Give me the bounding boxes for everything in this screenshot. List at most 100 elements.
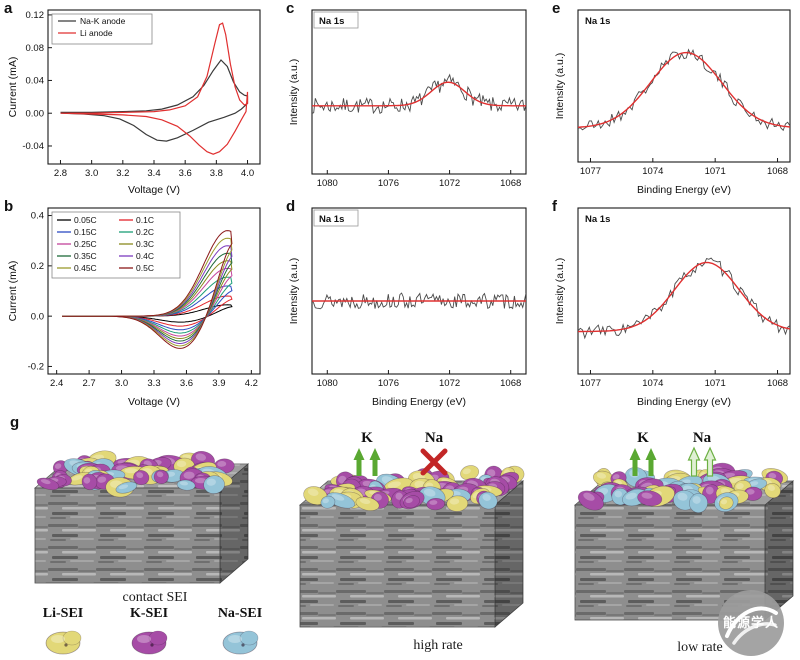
svg-text:0.35C: 0.35C <box>74 251 97 261</box>
panel-e-chart: 1077 1074 1071 1068 Binding Energy (eV) Inten… <box>548 2 798 198</box>
svg-text:Na 1s: Na 1s <box>585 16 610 27</box>
na-label-high-rate: Na <box>424 430 444 446</box>
panel-a-chart: 2.8 3.0 3.2 3.4 3.6 3.8 4.0 -0.04 0.00 0.04 0.08 0.… <box>2 2 270 198</box>
svg-text:Na-K anode: Na-K anode <box>80 16 126 26</box>
svg-text:4.2: 4.2 <box>245 378 258 389</box>
legend-blob-icon <box>222 630 259 655</box>
watermark-text: 能源学人 <box>722 616 779 631</box>
svg-text:0.5C: 0.5C <box>136 263 154 273</box>
caption-high-rate: high rate <box>413 638 463 653</box>
panel-label-b: b <box>4 198 14 215</box>
svg-text:2.4: 2.4 <box>50 378 63 389</box>
svg-text:1068: 1068 <box>500 378 521 389</box>
svg-text:1077: 1077 <box>580 166 601 177</box>
svg-text:1077: 1077 <box>580 378 601 389</box>
up-arrow-icon <box>687 446 701 477</box>
up-arrow-icon <box>369 448 381 476</box>
na-label-low-rate: Na <box>692 430 712 446</box>
svg-text:0.15C: 0.15C <box>74 227 97 237</box>
svg-text:Binding Energy (eV): Binding Energy (eV) <box>637 396 731 408</box>
svg-text:Intensity (a.u.): Intensity (a.u.) <box>288 258 300 325</box>
svg-text:0.00: 0.00 <box>26 108 45 119</box>
red-x-icon <box>420 448 448 476</box>
svg-text:Voltage (V): Voltage (V) <box>128 184 180 196</box>
svg-text:Voltage (V): Voltage (V) <box>128 396 180 408</box>
watermark-circle-icon <box>718 590 784 656</box>
svg-text:1074: 1074 <box>642 378 663 389</box>
svg-text:3.4: 3.4 <box>147 168 160 179</box>
svg-text:Na 1s: Na 1s <box>319 214 344 225</box>
svg-text:Binding Energy (eV): Binding Energy (eV) <box>372 396 466 408</box>
svg-text:3.8: 3.8 <box>210 168 223 179</box>
svg-text:Current (mA): Current (mA) <box>7 57 19 118</box>
panel-label-a: a <box>4 0 13 17</box>
svg-text:4.0: 4.0 <box>241 168 254 179</box>
sei-cluster <box>36 450 235 498</box>
svg-text:Na 1s: Na 1s <box>319 16 344 27</box>
panel-label-g: g <box>10 414 20 431</box>
up-arrow-icon <box>645 448 657 476</box>
svg-text:-0.04: -0.04 <box>22 141 44 152</box>
svg-text:3.0: 3.0 <box>115 378 128 389</box>
svg-text:0.1C: 0.1C <box>136 215 154 225</box>
svg-text:1074: 1074 <box>642 166 663 177</box>
svg-text:0.0: 0.0 <box>31 311 44 322</box>
svg-text:0.12: 0.12 <box>26 10 45 21</box>
svg-text:0.45C: 0.45C <box>74 263 97 273</box>
svg-text:3.3: 3.3 <box>147 378 160 389</box>
legend-blob-icon <box>45 630 82 655</box>
panel-label-d: d <box>286 198 296 215</box>
legend-label-na-sei: Na-SEI <box>217 606 263 621</box>
svg-text:Current (mA): Current (mA) <box>7 261 19 322</box>
panel-b-chart: 2.4 2.7 3.0 3.3 3.6 3.9 4.2 -0.2 0.0 0.2 0.4 Voltag… <box>2 200 270 410</box>
panel-label-f: f <box>552 198 557 215</box>
svg-text:Intensity (a.u.): Intensity (a.u.) <box>554 258 566 325</box>
panel-label-c: c <box>286 0 295 17</box>
svg-text:0.04: 0.04 <box>26 76 45 87</box>
legend-blob-icon <box>131 630 168 655</box>
svg-text:Na 1s: Na 1s <box>585 214 610 225</box>
svg-text:1072: 1072 <box>439 178 460 189</box>
watermark-logo: 能源学人 <box>714 586 788 660</box>
svg-text:1068: 1068 <box>767 166 788 177</box>
svg-text:Binding Energy (eV): Binding Energy (eV) <box>637 184 731 196</box>
sei-cluster <box>303 465 525 512</box>
svg-text:3.6: 3.6 <box>180 378 193 389</box>
legend-label-li-sei: Li-SEI <box>42 606 84 621</box>
panel-d-chart: 1080 1076 1072 1068 Binding Energy (eV) Inten… <box>282 200 534 410</box>
svg-text:2.8: 2.8 <box>54 168 67 179</box>
svg-text:1072: 1072 <box>439 378 460 389</box>
up-arrow-icon <box>703 446 717 477</box>
svg-text:1071: 1071 <box>705 378 726 389</box>
svg-text:Intensity (a.u.): Intensity (a.u.) <box>288 59 300 126</box>
svg-text:3.0: 3.0 <box>85 168 98 179</box>
k-label-high-rate: K <box>361 430 373 446</box>
svg-text:Li anode: Li anode <box>80 28 113 38</box>
svg-text:1076: 1076 <box>378 378 399 389</box>
svg-text:1076: 1076 <box>378 178 399 189</box>
svg-text:2.7: 2.7 <box>82 378 95 389</box>
svg-text:0.05C: 0.05C <box>74 215 97 225</box>
panel-label-e: e <box>552 0 561 17</box>
svg-text:0.25C: 0.25C <box>74 239 97 249</box>
svg-text:1068: 1068 <box>500 178 521 189</box>
svg-text:0.4: 0.4 <box>31 211 44 222</box>
up-arrow-icon <box>353 448 365 476</box>
svg-text:0.4C: 0.4C <box>136 251 154 261</box>
svg-text:0.3C: 0.3C <box>136 239 154 249</box>
svg-text:Intensity (a.u.): Intensity (a.u.) <box>554 53 566 120</box>
svg-text:3.6: 3.6 <box>179 168 192 179</box>
caption-low-rate: low rate <box>677 640 723 655</box>
sei-cluster <box>577 462 789 514</box>
caption-contact-sei: contact SEI <box>122 590 188 605</box>
svg-text:3.2: 3.2 <box>116 168 129 179</box>
svg-text:3.9: 3.9 <box>212 378 225 389</box>
svg-text:1071: 1071 <box>705 166 726 177</box>
k-label-low-rate: K <box>637 430 649 446</box>
svg-text:0.08: 0.08 <box>26 43 45 54</box>
panel-c-chart: 1080 1076 1072 1068 Intensity (a.u.) Na 1s <box>282 2 534 198</box>
svg-text:-0.2: -0.2 <box>28 362 44 373</box>
svg-text:0.2C: 0.2C <box>136 227 154 237</box>
up-arrow-icon <box>629 448 641 476</box>
